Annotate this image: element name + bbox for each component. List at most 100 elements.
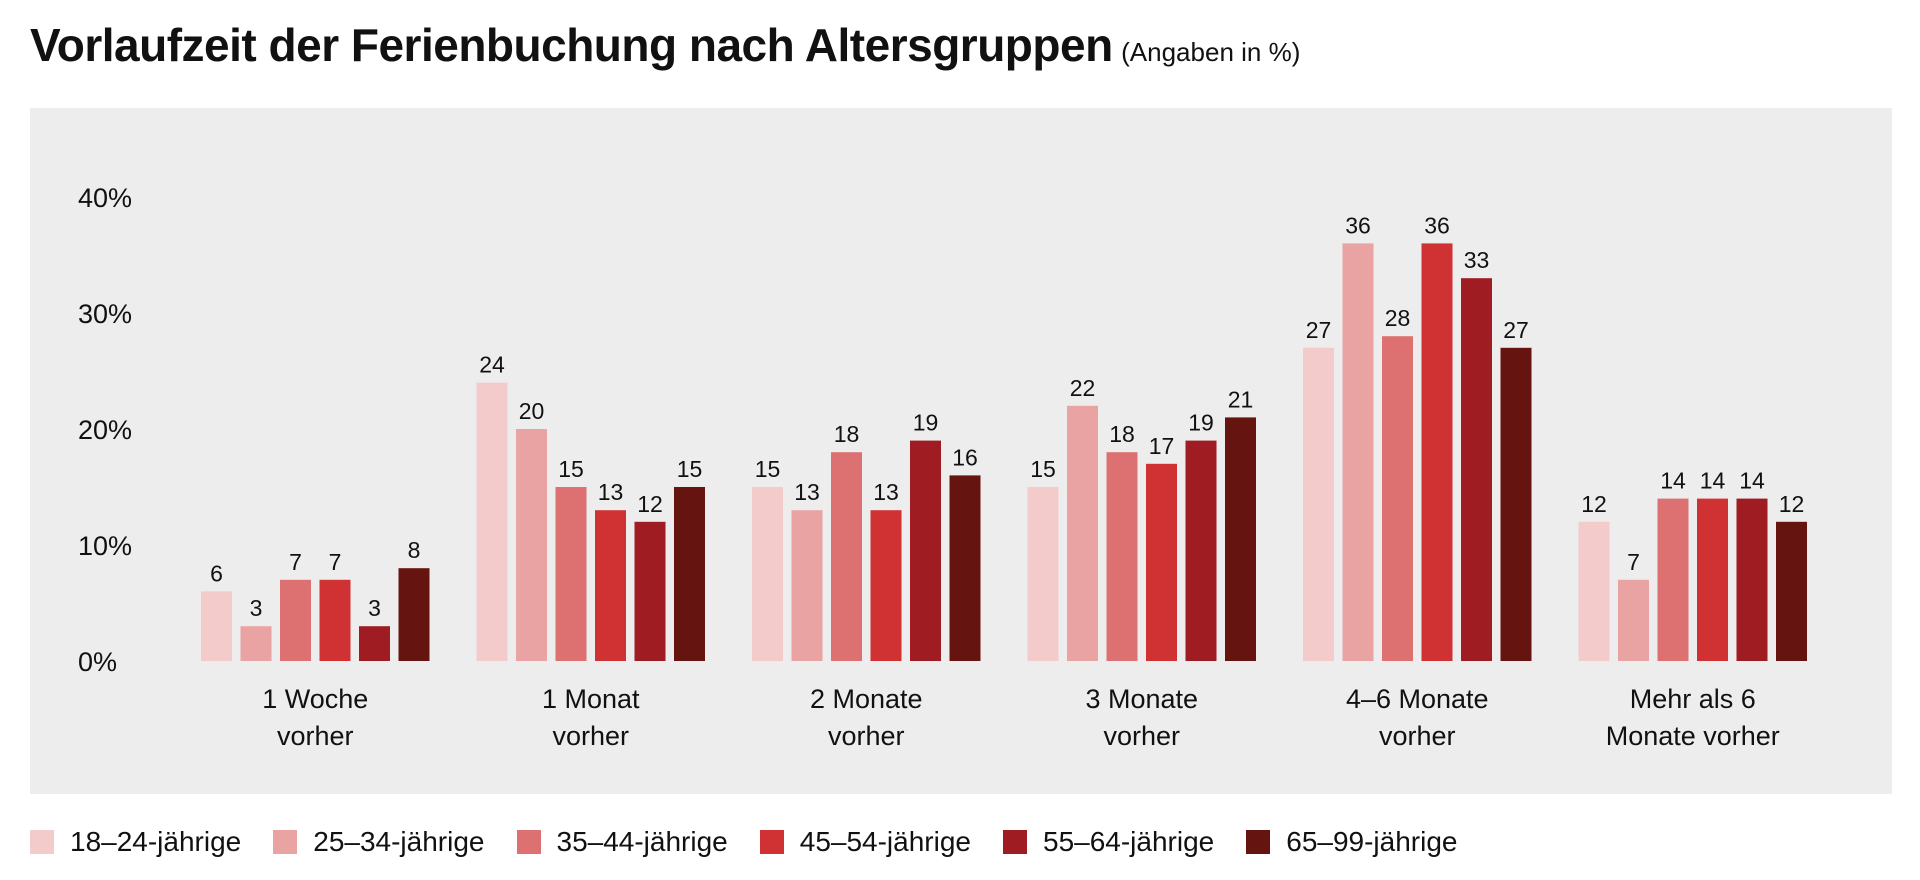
bar-value-label: 12 xyxy=(1779,491,1805,517)
y-tick-label: 0% xyxy=(78,647,117,677)
legend-item: 55–64-jährige xyxy=(1003,826,1214,858)
legend-item: 18–24-jährige xyxy=(30,826,241,858)
x-tick-label-line: vorher xyxy=(828,721,905,751)
bar xyxy=(359,626,390,661)
bar-value-label: 8 xyxy=(408,537,421,563)
bar xyxy=(595,510,626,661)
bar xyxy=(398,568,430,661)
bar xyxy=(1303,347,1334,661)
x-tick-label-line: vorher xyxy=(1103,721,1180,751)
legend-swatch xyxy=(273,830,298,854)
chart-panel: 0% 10% 20% 30% 40% 6 3 7 7 3 8 1 Woche vorher 24 20 15 1… xyxy=(30,108,1892,794)
bar-value-label: 27 xyxy=(1306,317,1332,343)
bar xyxy=(1657,498,1689,661)
bar xyxy=(752,487,783,661)
bar-value-label: 12 xyxy=(637,491,663,517)
bar-value-label: 3 xyxy=(368,595,381,621)
bar-value-label: 22 xyxy=(1070,375,1096,401)
bar xyxy=(1225,417,1256,661)
x-tick-label-line: vorher xyxy=(1379,721,1456,751)
bar-value-label: 14 xyxy=(1739,468,1765,494)
bar xyxy=(1382,336,1413,661)
bar-value-label: 13 xyxy=(794,479,820,505)
bar-value-label: 15 xyxy=(558,456,584,482)
bar xyxy=(516,429,547,661)
x-tick-label-line: vorher xyxy=(277,721,354,751)
bar-value-label: 15 xyxy=(677,456,703,482)
legend-label: 65–99-jährige xyxy=(1286,826,1458,857)
bar-value-label: 27 xyxy=(1503,317,1529,343)
bar-value-label: 18 xyxy=(834,421,860,447)
bar-value-label: 19 xyxy=(913,410,939,436)
bar xyxy=(1697,498,1728,661)
bar xyxy=(1146,463,1177,661)
bar-value-label: 18 xyxy=(1109,421,1135,447)
bar xyxy=(555,487,587,661)
bar-value-label: 16 xyxy=(952,444,978,470)
bar xyxy=(1578,521,1610,661)
bar-value-label: 7 xyxy=(1627,549,1640,575)
bar-value-label: 14 xyxy=(1660,468,1686,494)
bar xyxy=(1027,487,1059,661)
bar xyxy=(831,452,862,661)
legend-item: 65–99-jährige xyxy=(1246,826,1458,858)
bar-value-label: 13 xyxy=(873,479,899,505)
y-tick-label: 40% xyxy=(78,183,132,213)
bar-value-label: 20 xyxy=(519,398,545,424)
legend-swatch xyxy=(1246,830,1271,854)
bar xyxy=(1067,405,1098,661)
x-tick-label-line: 1 Woche xyxy=(262,684,368,714)
chart-title: Vorlaufzeit der Ferienbuchung nach Alter… xyxy=(30,19,1113,71)
chart-header: Vorlaufzeit der Ferienbuchung nach Alter… xyxy=(30,18,1300,72)
legend-swatch xyxy=(759,830,784,854)
legend-swatch xyxy=(1003,830,1027,854)
legend-item: 45–54-jährige xyxy=(759,826,971,858)
legend-label: 35–44-jährige xyxy=(556,826,728,857)
x-tick-label-line: Mehr als 6 xyxy=(1630,684,1756,714)
x-tick-label-line: 4–6 Monate xyxy=(1346,684,1489,714)
x-tick-label: Mehr als 6 Monate vorher xyxy=(1606,684,1780,751)
bar xyxy=(1342,243,1374,661)
legend: 18–24-jährige 25–34-jährige 35–44-jährige 4… xyxy=(30,826,1490,858)
bar-value-label: 7 xyxy=(329,549,342,575)
legend-item: 35–44-jährige xyxy=(516,826,728,858)
bar-value-label: 17 xyxy=(1149,433,1175,459)
bar-value-label: 14 xyxy=(1700,468,1726,494)
x-tick-label-line: 2 Monate xyxy=(810,684,923,714)
bar-value-label: 36 xyxy=(1424,212,1450,238)
bar-value-label: 13 xyxy=(598,479,624,505)
x-tick-label: 1 Monat vorher xyxy=(542,684,640,751)
bar xyxy=(791,510,823,661)
bar-value-label: 36 xyxy=(1345,212,1371,238)
bar xyxy=(201,591,232,661)
chart-subtitle: (Angaben in %) xyxy=(1121,37,1301,67)
x-tick-label-line: Monate vorher xyxy=(1606,721,1780,751)
legend-label: 18–24-jährige xyxy=(70,826,242,857)
legend-swatch xyxy=(30,830,54,854)
bar-value-label: 3 xyxy=(250,595,263,621)
bar xyxy=(1736,498,1768,661)
legend-label: 25–34-jährige xyxy=(313,826,485,857)
bar-value-label: 15 xyxy=(755,456,781,482)
bar xyxy=(870,510,902,661)
x-tick-label-line: vorher xyxy=(552,721,629,751)
bar-value-label: 12 xyxy=(1581,491,1607,517)
bar xyxy=(1185,440,1217,661)
x-tick-label: 2 Monate vorher xyxy=(810,684,923,751)
bar xyxy=(634,521,666,661)
bar xyxy=(1421,243,1453,661)
bar-value-label: 24 xyxy=(479,352,505,378)
legend-item: 25–34-jährige xyxy=(273,826,485,858)
bar xyxy=(280,579,311,661)
bar-value-label: 21 xyxy=(1228,386,1254,412)
legend-label: 45–54-jährige xyxy=(799,826,971,857)
bar-value-label: 7 xyxy=(289,549,302,575)
x-tick-label-line: 1 Monat xyxy=(542,684,640,714)
bar xyxy=(1618,579,1649,661)
bar-value-label: 15 xyxy=(1030,456,1056,482)
bar xyxy=(1106,452,1138,661)
x-tick-label: 4–6 Monate vorher xyxy=(1346,684,1489,751)
y-tick-label: 30% xyxy=(78,299,132,329)
bar xyxy=(1461,278,1492,661)
